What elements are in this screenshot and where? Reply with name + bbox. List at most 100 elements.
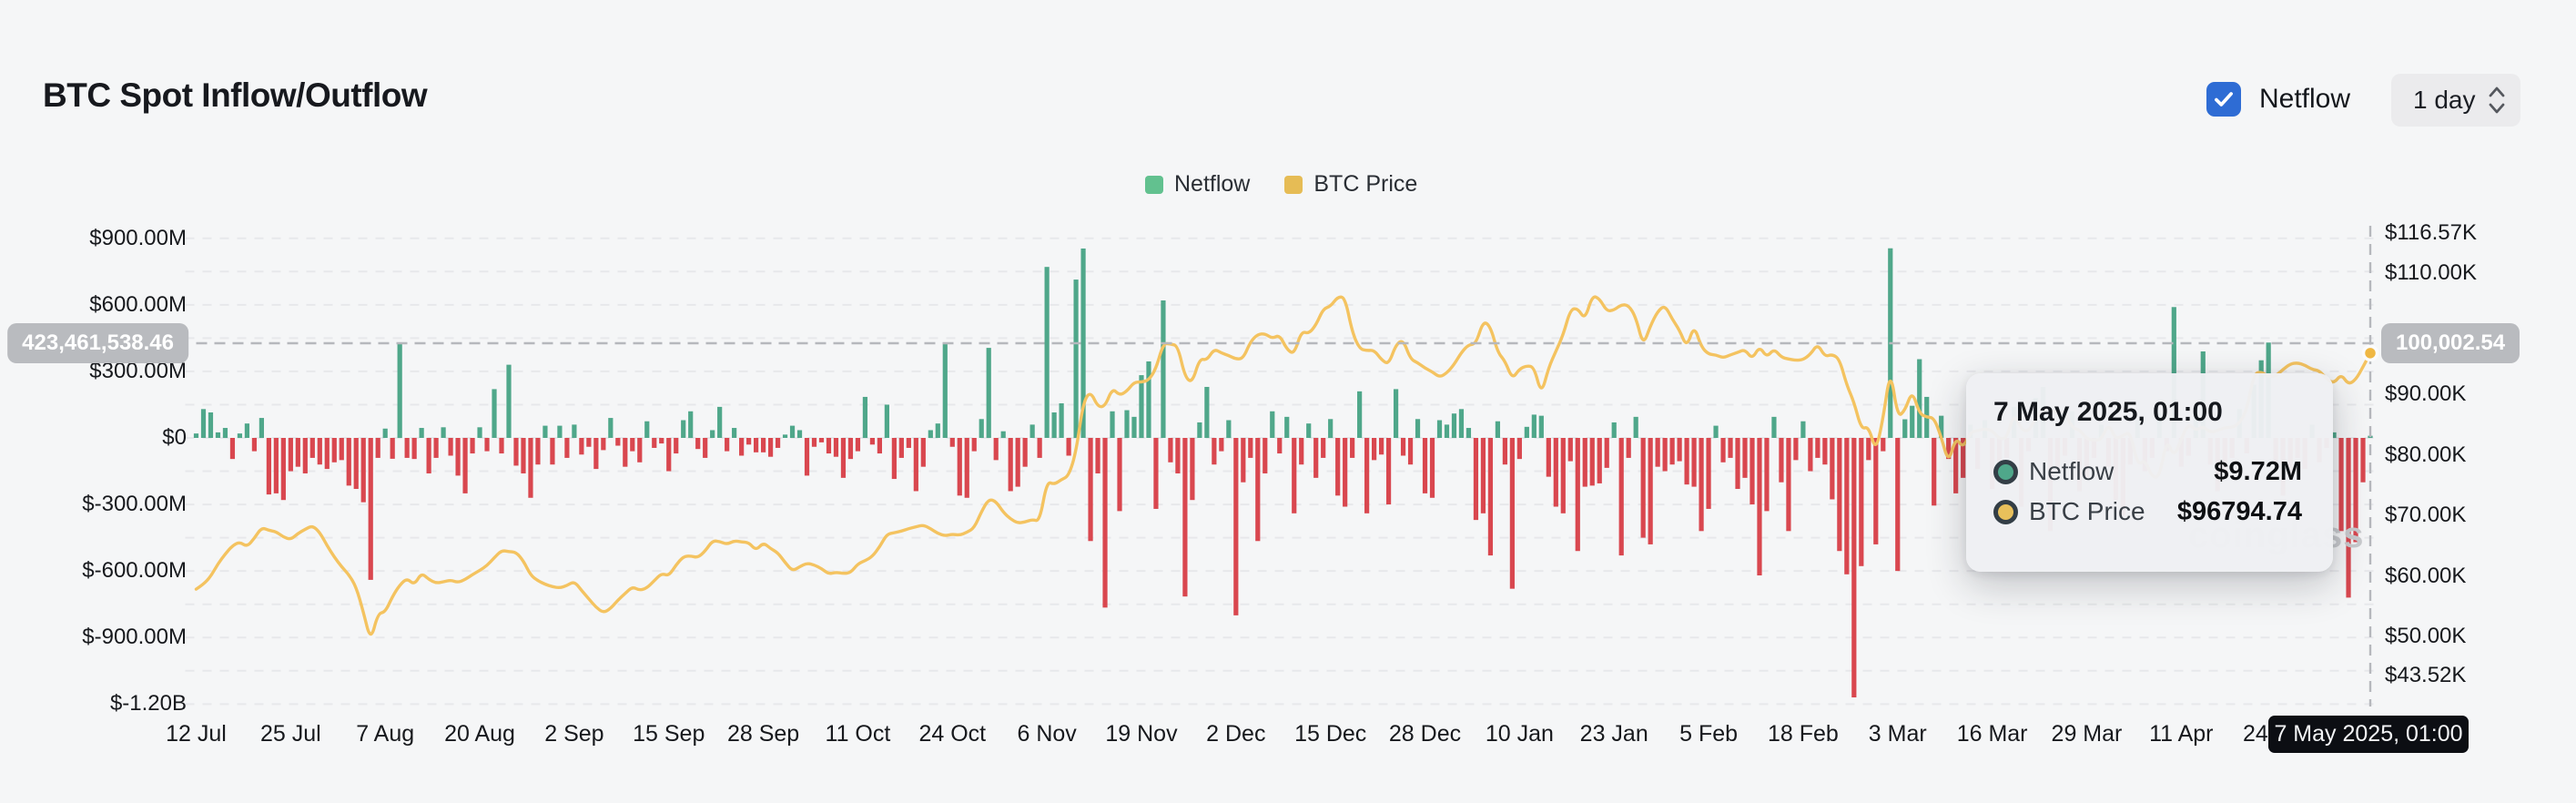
netflow-bar[interactable] — [703, 438, 708, 458]
netflow-bar[interactable] — [251, 438, 258, 452]
netflow-bar[interactable] — [1080, 248, 1086, 438]
netflow-bar[interactable] — [1219, 438, 1224, 452]
netflow-bar[interactable] — [2338, 438, 2344, 532]
netflow-bar[interactable] — [1873, 438, 1879, 544]
netflow-bar[interactable] — [586, 438, 592, 447]
netflow-bar[interactable] — [1509, 438, 1515, 589]
netflow-bar[interactable] — [1212, 438, 1217, 465]
netflow-bar[interactable] — [339, 438, 344, 461]
netflow-bar[interactable] — [222, 428, 228, 438]
netflow-bar[interactable] — [1757, 438, 1762, 576]
netflow-bar[interactable] — [1263, 438, 1268, 473]
netflow-bar[interactable] — [455, 438, 461, 476]
netflow-bar[interactable] — [492, 389, 497, 438]
netflow-bar[interactable] — [1037, 438, 1042, 458]
netflow-bar[interactable] — [484, 438, 490, 452]
netflow-bar[interactable] — [1910, 405, 1915, 438]
netflow-bar[interactable] — [957, 438, 962, 496]
netflow-bar[interactable] — [1473, 438, 1479, 521]
netflow-bar[interactable] — [1815, 438, 1820, 458]
netflow-bar[interactable] — [1284, 416, 1290, 438]
netflow-checkbox[interactable] — [2206, 82, 2241, 117]
netflow-bar[interactable] — [906, 438, 911, 448]
netflow-bar[interactable] — [1407, 438, 1414, 465]
netflow-bar[interactable] — [681, 420, 686, 438]
netflow-bar[interactable] — [375, 438, 380, 458]
netflow-bar[interactable] — [884, 404, 889, 438]
netflow-bar[interactable] — [1429, 438, 1435, 498]
netflow-bar[interactable] — [411, 438, 417, 460]
netflow-bar[interactable] — [942, 342, 948, 438]
netflow-bar[interactable] — [528, 438, 533, 498]
netflow-bar[interactable] — [266, 438, 271, 495]
netflow-bar[interactable] — [1190, 438, 1195, 501]
netflow-bar[interactable] — [1953, 438, 1959, 493]
netflow-bar[interactable] — [1546, 438, 1551, 477]
netflow-bar[interactable] — [1153, 438, 1159, 509]
netflow-bar[interactable] — [1946, 438, 1952, 460]
netflow-bar[interactable] — [637, 438, 643, 462]
netflow-bar[interactable] — [1961, 438, 1966, 478]
netflow-bar[interactable] — [847, 438, 854, 460]
netflow-bar[interactable] — [564, 438, 570, 458]
netflow-bar[interactable] — [1531, 414, 1536, 438]
netflow-bar[interactable] — [1422, 438, 1428, 493]
netflow-bar[interactable] — [674, 438, 679, 454]
netflow-bar[interactable] — [324, 438, 330, 470]
netflow-bar[interactable] — [717, 406, 723, 438]
netflow-bar[interactable] — [302, 438, 308, 473]
netflow-bar[interactable] — [426, 438, 431, 473]
netflow-bar[interactable] — [295, 438, 300, 467]
netflow-bar[interactable] — [1487, 438, 1494, 556]
netflow-bar[interactable] — [920, 438, 926, 467]
netflow-bar[interactable] — [1932, 438, 1937, 506]
netflow-bar[interactable] — [1313, 438, 1319, 478]
netflow-bar[interactable] — [237, 433, 243, 438]
netflow-bar[interactable] — [1292, 438, 1297, 513]
netflow-bar[interactable] — [1000, 431, 1006, 438]
netflow-bar[interactable] — [1669, 438, 1675, 465]
netflow-bar[interactable] — [1241, 438, 1246, 483]
netflow-bar[interactable] — [1567, 438, 1573, 462]
netflow-bar[interactable] — [1742, 438, 1748, 478]
netflow-bar[interactable] — [1059, 402, 1064, 438]
netflow-bar[interactable] — [513, 438, 519, 466]
netflow-bar[interactable] — [1793, 438, 1799, 461]
netflow-bar[interactable] — [280, 438, 286, 501]
netflow-bar[interactable] — [1139, 375, 1144, 438]
netflow-bar[interactable] — [1691, 438, 1697, 487]
netflow-bar[interactable] — [2360, 438, 2366, 483]
netflow-bar[interactable] — [331, 438, 337, 462]
netflow-bar[interactable] — [1393, 389, 1399, 438]
netflow-bar[interactable] — [1720, 438, 1726, 462]
netflow-bar[interactable] — [550, 438, 555, 465]
netflow-bar[interactable] — [1830, 438, 1835, 500]
netflow-bar[interactable] — [448, 438, 453, 456]
netflow-bar[interactable] — [818, 438, 825, 442]
netflow-bar[interactable] — [1626, 438, 1631, 458]
netflow-bar[interactable] — [1699, 438, 1704, 532]
netflow-bar[interactable] — [1895, 438, 1901, 572]
netflow-bar[interactable] — [1385, 438, 1392, 505]
netflow-bar[interactable] — [579, 438, 584, 455]
netflow-bar[interactable] — [470, 438, 475, 454]
netflow-bar[interactable] — [1779, 438, 1784, 483]
netflow-bar[interactable] — [1939, 415, 1944, 438]
netflow-bar[interactable] — [368, 438, 373, 580]
netflow-bar[interactable] — [1343, 438, 1348, 507]
netflow-bar[interactable] — [1182, 438, 1188, 597]
netflow-bar[interactable] — [840, 438, 847, 478]
netflow-bar[interactable] — [986, 348, 991, 438]
netflow-bar[interactable] — [1611, 422, 1617, 438]
netflow-bar[interactable] — [1640, 438, 1646, 538]
netflow-bar[interactable] — [1364, 438, 1370, 513]
netflow-bar[interactable] — [244, 423, 250, 438]
netflow-bar[interactable] — [273, 438, 279, 493]
netflow-bar[interactable] — [833, 438, 839, 457]
netflow-bar[interactable] — [521, 438, 526, 473]
netflow-bar[interactable] — [404, 438, 410, 458]
netflow-bar[interactable] — [746, 438, 752, 445]
netflow-bar[interactable] — [1538, 415, 1544, 438]
netflow-bar[interactable] — [1226, 420, 1232, 438]
netflow-bar[interactable] — [1255, 438, 1261, 542]
